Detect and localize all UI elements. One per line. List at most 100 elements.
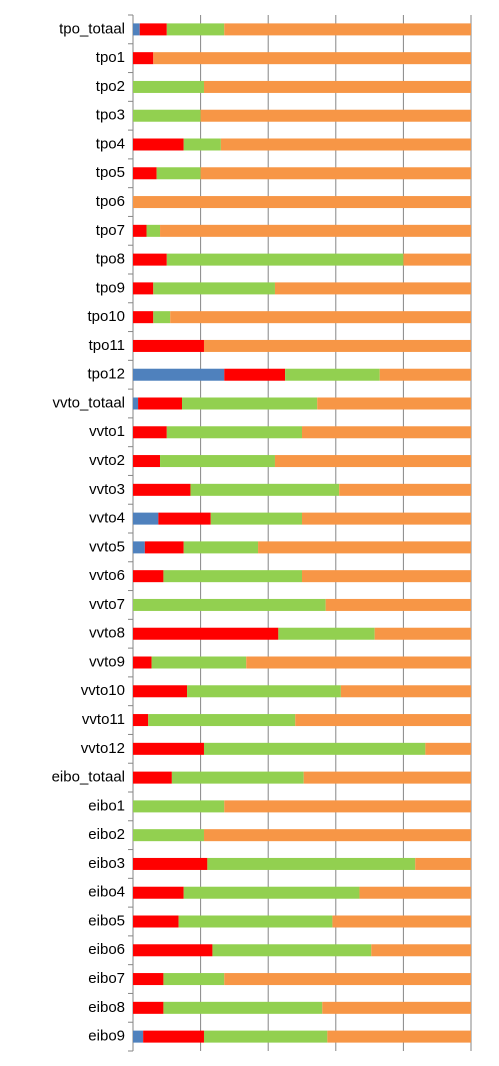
y-tick-label: vvto11 bbox=[82, 711, 125, 728]
bar-segment bbox=[317, 397, 471, 410]
y-tick-label: tpo_totaal bbox=[59, 20, 125, 37]
bar-segment bbox=[203, 1030, 328, 1043]
y-tick-label: tpo1 bbox=[96, 49, 125, 66]
y-tick-label: eibo7 bbox=[88, 970, 125, 987]
bar-segment bbox=[285, 368, 380, 381]
bar-segment bbox=[133, 455, 161, 468]
bar-segment bbox=[153, 52, 471, 65]
bar-segment bbox=[133, 915, 179, 928]
bar-segment bbox=[332, 915, 471, 928]
bar-segment bbox=[302, 426, 471, 439]
bar-segment bbox=[153, 311, 171, 324]
bar-segment bbox=[133, 944, 213, 957]
y-tick-label: eibo9 bbox=[88, 1028, 125, 1045]
y-tick-label: vvto6 bbox=[89, 567, 125, 584]
bar-segment bbox=[133, 771, 172, 784]
y-tick-label: eibo_totaal bbox=[52, 769, 125, 786]
bar-segment bbox=[183, 138, 221, 151]
bar-segment bbox=[274, 455, 471, 468]
y-tick-label: eibo5 bbox=[88, 912, 125, 929]
bar-segment bbox=[133, 886, 184, 899]
y-tick-label: tpo10 bbox=[87, 308, 125, 325]
bar-segment bbox=[425, 742, 471, 755]
bar-segment bbox=[170, 311, 471, 324]
y-tick-label: eibo3 bbox=[88, 855, 125, 872]
bar-segment bbox=[327, 1030, 471, 1043]
bar-segment bbox=[133, 253, 167, 266]
y-tick-label: tpo4 bbox=[96, 135, 125, 152]
bar-segment bbox=[187, 685, 341, 698]
y-tick-label: tpo8 bbox=[96, 251, 125, 268]
bar-segment bbox=[133, 656, 152, 669]
bar-segment bbox=[203, 80, 472, 93]
bar-segment bbox=[133, 23, 140, 36]
y-tick-label: tpo3 bbox=[96, 107, 125, 124]
bar-segment bbox=[151, 656, 247, 669]
bar-segment bbox=[178, 915, 333, 928]
y-tick-label: eibo1 bbox=[88, 797, 125, 814]
bar-segment bbox=[133, 138, 184, 151]
bar-segment bbox=[210, 512, 302, 525]
bar-segment bbox=[133, 973, 164, 986]
bar-segment bbox=[166, 253, 404, 266]
bar-segment bbox=[133, 627, 279, 640]
bar-segment bbox=[183, 886, 360, 899]
y-tick-label: tpo9 bbox=[96, 279, 125, 296]
bar-segment bbox=[148, 714, 296, 727]
bar-segment bbox=[415, 857, 471, 870]
bar-segment bbox=[183, 541, 259, 554]
bar-segment bbox=[156, 167, 201, 180]
y-tick-label: tpo12 bbox=[87, 366, 125, 383]
bar-segment bbox=[133, 857, 208, 870]
bar-segment bbox=[133, 80, 204, 93]
y-tick-label: eibo4 bbox=[88, 884, 125, 901]
y-tick-label: vvto9 bbox=[89, 653, 125, 670]
bar-segment bbox=[224, 800, 471, 813]
bar-segment bbox=[143, 1030, 204, 1043]
bar-segment bbox=[133, 109, 201, 122]
y-tick-label: vvto8 bbox=[89, 625, 125, 642]
bar-segment bbox=[133, 282, 154, 295]
y-tick-label: vvto1 bbox=[89, 423, 125, 440]
y-tick-label: tpo5 bbox=[96, 164, 125, 181]
bar-segment bbox=[133, 598, 326, 611]
bar-segment bbox=[163, 1001, 323, 1014]
bar-segment bbox=[139, 23, 167, 36]
bar-segment bbox=[203, 742, 426, 755]
bar-segment bbox=[133, 52, 154, 65]
bar-segment bbox=[158, 512, 211, 525]
bar-segment bbox=[274, 282, 471, 295]
bar-segment bbox=[160, 455, 275, 468]
bar-segment bbox=[133, 685, 188, 698]
bar-segment bbox=[166, 426, 302, 439]
bar-segment bbox=[258, 541, 471, 554]
bar-segment bbox=[133, 311, 154, 324]
bar-segment bbox=[359, 886, 471, 899]
bar-segment bbox=[144, 541, 184, 554]
bar-segment bbox=[133, 742, 204, 755]
y-tick-label: vvto_totaal bbox=[52, 394, 125, 411]
bar-segment bbox=[246, 656, 471, 669]
bar-segment bbox=[224, 23, 471, 36]
bar-segment bbox=[325, 598, 471, 611]
bar-segment bbox=[171, 771, 304, 784]
bar-segment bbox=[302, 512, 471, 525]
bar-segment bbox=[160, 224, 472, 237]
bar-segment bbox=[224, 368, 286, 381]
bar-segment bbox=[146, 224, 161, 237]
y-tick-label: vvto3 bbox=[89, 481, 125, 498]
bar-segment bbox=[339, 483, 471, 496]
bar-segment bbox=[403, 253, 471, 266]
bar-segment bbox=[133, 1001, 164, 1014]
bar-segment bbox=[133, 1030, 144, 1043]
bar-segment bbox=[203, 339, 472, 352]
bar-segment bbox=[153, 282, 275, 295]
y-tick-label: tpo6 bbox=[96, 193, 125, 210]
y-tick-label: eibo6 bbox=[88, 941, 125, 958]
bar-segment bbox=[190, 483, 340, 496]
bar-segment bbox=[133, 512, 159, 525]
y-tick-label: eibo2 bbox=[88, 826, 125, 843]
bar-segment bbox=[220, 138, 471, 151]
bar-segment bbox=[133, 714, 149, 727]
bar-segment bbox=[133, 167, 157, 180]
